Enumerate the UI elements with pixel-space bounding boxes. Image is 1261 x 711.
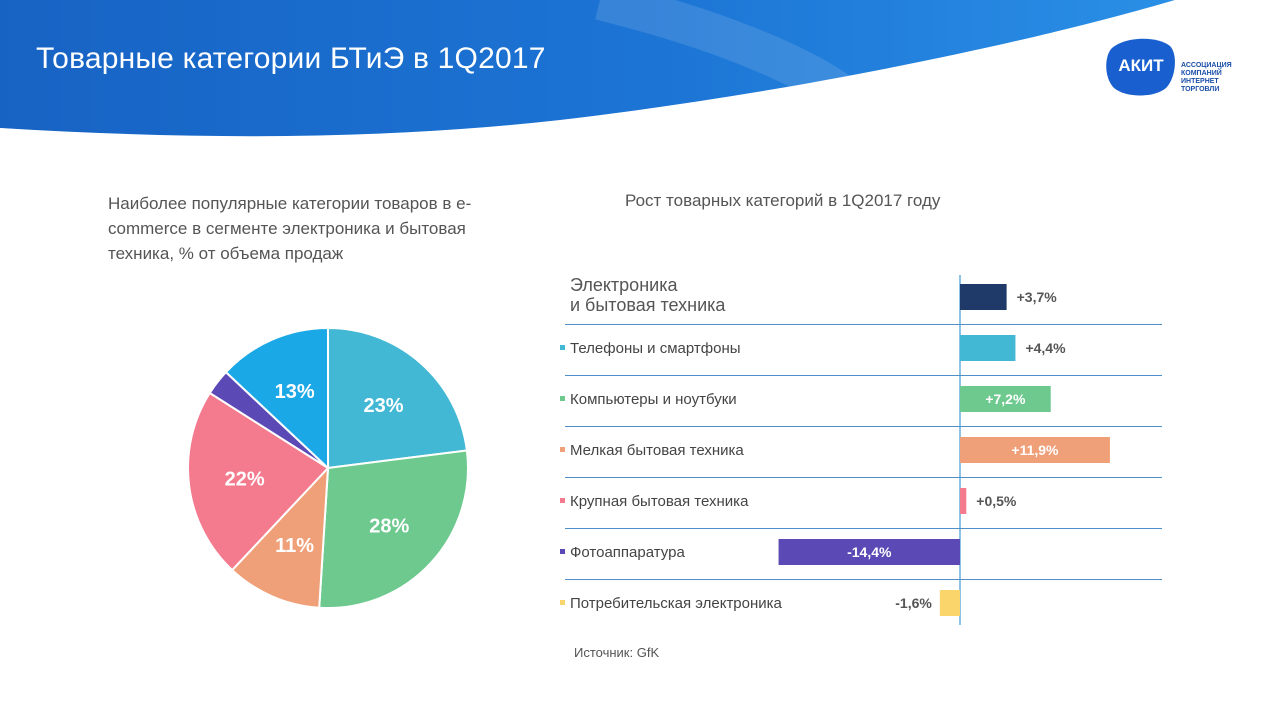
pie-slice [230,465,330,609]
bar-value-label: -14,4% [847,544,892,560]
pie-chart: 23% 28% 11% 22% 13% [187,326,469,609]
logo-line: КОМПАНИЙ [1181,70,1222,77]
pie-slice [327,326,469,470]
category-label: Потребительская электроника [570,595,783,612]
legend-marker [560,600,565,605]
category-label: Телефоны и смартфоны [570,340,741,357]
pie-slice [187,391,330,572]
bar-value-label: +0,5% [976,493,1017,509]
bar [939,590,960,616]
logo-line: АССОЦИАЦИЯ [1181,62,1232,69]
bar [960,488,967,514]
logo-line: ИНТЕРНЕТ [1181,78,1219,85]
logo-line: ТОРГОВЛИ [1181,86,1220,93]
bar-value-label: -1,6% [895,595,932,611]
bar [960,284,1007,310]
bar-chart-title: Рост товарных категорий в 1Q2017 году [625,191,941,210]
bar-value-label: +4,4% [1025,340,1066,356]
source-note: Источник: GfK [574,645,660,660]
bar [960,437,1110,463]
bar-value-label: +7,2% [985,391,1026,407]
bar-value-label: +11,9% [1011,442,1059,458]
category-label: Крупная бытовая техника [570,493,749,510]
bar [778,539,960,565]
pie-slice-label: 23% [364,395,404,417]
bar-value-label: +3,7% [1017,289,1058,305]
legend-marker [560,549,565,554]
logo-mark: АКИТ [1118,56,1164,75]
logo-caption: АССОЦИАЦИЯ КОМПАНИЙ ИНТЕРНЕТ ТОРГОВЛИ [1181,62,1251,94]
legend-marker [560,447,565,452]
pie-slice-label: 13% [275,381,315,403]
category-label: Фотоаппаратура [570,544,685,561]
bar [960,335,1016,361]
category-label: Компьютеры и ноутбуки [570,391,737,408]
pie-chart-title: Наиболее популярные категории товаров в … [108,194,472,263]
category-label: и бытовая техника [570,295,726,315]
legend-marker [560,345,565,350]
category-label: Мелкая бытовая техника [570,442,744,459]
akit-logo: АКИТ [1106,38,1175,96]
pie-slice [318,449,469,609]
pie-slice-label: 22% [225,469,265,491]
bar [960,386,1051,412]
pie-slice [224,326,329,471]
pie-slice-label: 11% [275,535,314,557]
pie-slice-label: 28% [369,516,409,538]
page-title: Товарные категории БТиЭ в 1Q2017 [36,42,546,75]
legend-marker [560,396,565,401]
category-label: Электроника [570,275,678,295]
header-banner [0,0,1182,147]
legend-marker [560,498,565,503]
